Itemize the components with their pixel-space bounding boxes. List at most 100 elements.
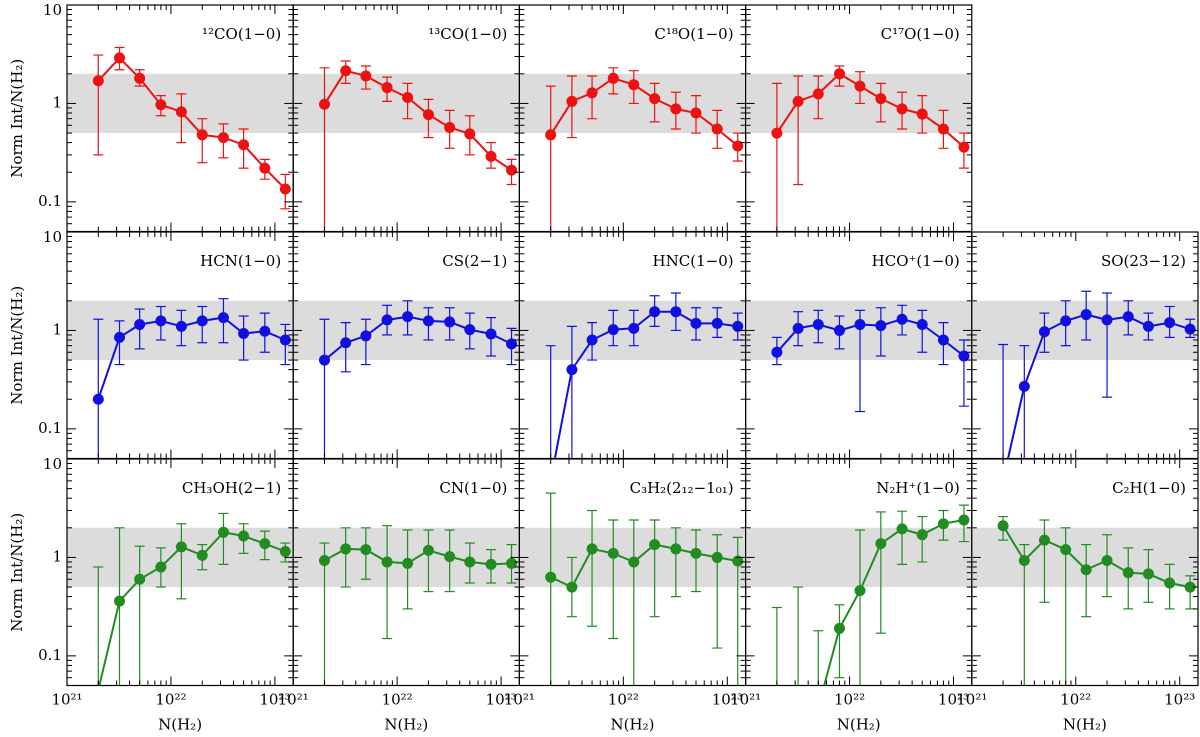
x-tick-label: 10²¹ <box>730 691 761 709</box>
x-axis-label: N(H₂) <box>837 716 881 734</box>
data-point <box>1080 309 1092 321</box>
data-point <box>114 331 126 343</box>
data-point <box>175 320 187 332</box>
x-tick-label: 10²³ <box>938 691 969 709</box>
data-line <box>323 315 512 361</box>
data-point <box>670 306 682 318</box>
data-point <box>155 315 167 327</box>
data-point <box>238 530 250 542</box>
data-point <box>545 475 556 486</box>
data-point <box>812 88 824 100</box>
data-point <box>92 75 104 87</box>
panel <box>519 292 746 486</box>
data-point <box>1060 315 1072 327</box>
reference-band <box>293 300 520 361</box>
data-point <box>586 87 598 99</box>
data-point <box>444 316 456 328</box>
data-line <box>1006 313 1191 459</box>
x-tick-label: 10²¹ <box>51 691 82 709</box>
panel-title: ¹²CO(1−0) <box>202 25 281 43</box>
data-point <box>1038 326 1050 338</box>
data-line <box>776 72 965 148</box>
data-point <box>1122 567 1134 579</box>
data-point <box>1184 581 1196 593</box>
data-point <box>958 514 970 526</box>
data-point <box>854 318 866 330</box>
data-line <box>97 56 287 190</box>
panel-title: CH₃OH(2−1) <box>182 479 281 497</box>
data-point <box>1101 555 1113 567</box>
x-tick-label: 10²² <box>382 691 413 709</box>
data-point <box>279 334 291 346</box>
data-point <box>813 702 824 713</box>
data-point <box>875 93 887 105</box>
data-point <box>92 393 104 405</box>
data-point <box>402 557 414 569</box>
data-point <box>545 129 557 141</box>
data-point <box>545 571 557 583</box>
data-point <box>998 475 1009 486</box>
data-point <box>217 132 229 144</box>
panel-title: C₃H₂(2₁₂−1₀₁) <box>630 479 734 497</box>
data-point <box>1080 564 1092 576</box>
data-point <box>340 65 352 77</box>
data-line <box>97 316 286 400</box>
data-point <box>1122 311 1134 323</box>
data-point <box>279 183 291 195</box>
x-tick-label: 10²¹ <box>956 691 987 709</box>
data-point <box>649 539 661 551</box>
data-point <box>381 314 393 326</box>
data-point <box>340 337 352 349</box>
x-tick-label: 10²³ <box>259 691 290 709</box>
data-point <box>1164 577 1176 589</box>
data-point <box>586 543 598 555</box>
data-point <box>360 330 372 342</box>
data-point <box>1101 314 1113 326</box>
data-point <box>732 140 744 152</box>
data-point <box>422 315 434 327</box>
data-line <box>324 547 512 566</box>
data-line <box>98 531 286 686</box>
data-point <box>95 684 102 686</box>
data-point <box>402 91 414 103</box>
data-point <box>485 328 497 340</box>
data-point <box>360 544 372 556</box>
data-point <box>402 311 414 323</box>
x-tick-label: 10²³ <box>712 691 743 709</box>
data-point <box>217 312 229 324</box>
data-point <box>1018 380 1030 392</box>
data-point <box>711 123 723 135</box>
panel <box>67 46 294 210</box>
panel <box>67 298 294 459</box>
data-point <box>607 324 619 336</box>
data-point <box>566 581 578 593</box>
y-tick-label: 1 <box>52 547 62 565</box>
x-tick-label: 10²² <box>834 691 865 709</box>
data-point <box>155 99 167 111</box>
data-point <box>854 80 866 92</box>
data-line <box>1002 525 1191 589</box>
data-point <box>566 364 578 376</box>
data-point <box>318 354 330 366</box>
data-point <box>1060 544 1072 556</box>
data-point <box>854 585 866 597</box>
data-point <box>506 557 518 569</box>
panel-title: ¹³CO(1−0) <box>428 25 507 43</box>
panel-title: HCO⁺(1−0) <box>872 252 960 270</box>
y-tick-label: 0.1 <box>38 419 62 437</box>
x-axis-label: N(H₂) <box>611 716 655 734</box>
data-point <box>896 313 908 325</box>
data-point <box>485 150 497 162</box>
y-tick-label: 10 <box>43 228 62 246</box>
x-tick-label: 10²¹ <box>504 691 535 709</box>
data-point <box>896 103 908 115</box>
data-point <box>792 322 804 334</box>
data-point <box>444 121 456 133</box>
data-point <box>916 529 928 541</box>
data-line <box>549 77 739 147</box>
data-point <box>607 72 619 84</box>
panel-title: CN(1−0) <box>439 479 507 497</box>
data-point <box>771 127 783 139</box>
data-line <box>550 543 738 589</box>
y-axis-label: Norm Int/N(H₂) <box>8 513 26 632</box>
